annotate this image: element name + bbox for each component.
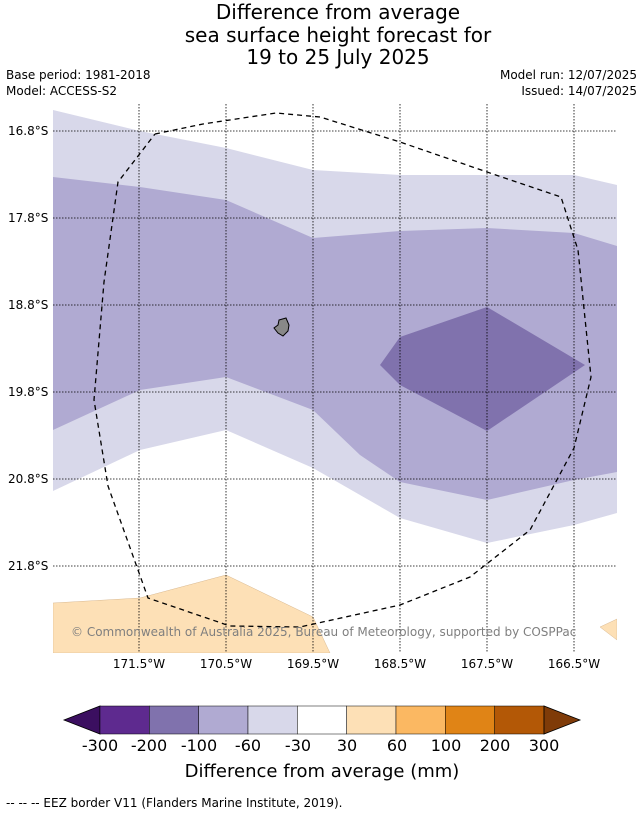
colorbar-label: Difference from average (mm) [184,761,460,782]
colorbar-segment [395,705,446,735]
lat-label: 21.8°S [8,559,49,573]
lon-label: 166.5°W [547,657,601,671]
colorbar-tick: -30 [284,736,312,755]
island-niue [273,317,290,337]
colorbar-segment [297,705,347,735]
colorbar-segment [494,705,545,735]
map-panel [53,104,617,653]
meta-left: Base period: 1981-2018 Model: ACCESS-S2 [6,67,151,99]
lat-label: 19.8°S [8,385,49,399]
lat-label: 18.8°S [8,298,49,312]
model-run-text: Model run: 12/07/2025 [499,68,637,82]
title-line-1: Difference from average [215,0,461,24]
title-line-2: sea surface height forecast for [184,22,492,47]
colorbar-segment [198,705,249,735]
colorbar-tick: 300 [528,736,560,755]
colorbar-tick: -200 [130,736,168,755]
lon-label: 168.5°W [373,657,427,671]
colorbar-tick: 30 [336,736,358,755]
colorbar-tick: -300 [81,736,119,755]
colorbar-tick: 60 [386,736,408,755]
lat-label: 20.8°S [8,472,49,486]
anomaly-region-light-orange-east [599,618,617,641]
title-line-3: 19 to 25 July 2025 [246,45,430,69]
colorbar-segment [149,705,199,735]
meta-right: Model run: 12/07/2025 Issued: 14/07/2025 [500,67,637,99]
lat-label: 16.8°S [8,124,49,138]
lon-label: 170.5°W [199,657,253,671]
colorbar-extend-high [543,705,582,735]
lon-label: 171.5°W [112,657,166,671]
colorbar-tick: -60 [234,736,262,755]
model-text: Model: ACCESS-S2 [6,84,118,98]
eez-legend-text: -- -- -- EEZ border V11 (Flanders Marine… [6,796,343,810]
anomaly-region-dark-purple [380,307,585,431]
colorbar-tick: 100 [430,736,462,755]
colorbar-segment [247,705,298,735]
lon-label: 169.5°W [286,657,340,671]
colorbar-extend-low [62,705,101,735]
base-period-text: Base period: 1981-2018 [6,68,151,82]
gridlines [53,104,617,653]
colorbar-tick: -100 [180,736,218,755]
colorbar [62,705,582,735]
colorbar-segment [99,705,150,735]
colorbar-tick: 200 [479,736,511,755]
chart-title: Difference from average sea surface heig… [0,1,644,69]
lat-label: 17.8°S [8,211,49,225]
map-credit: © Commonwealth of Australia 2025, Bureau… [71,625,577,639]
colorbar-segment [346,705,397,735]
colorbar-segment [445,705,495,735]
lon-label: 167.5°W [460,657,514,671]
issued-text: Issued: 14/07/2025 [521,84,637,98]
